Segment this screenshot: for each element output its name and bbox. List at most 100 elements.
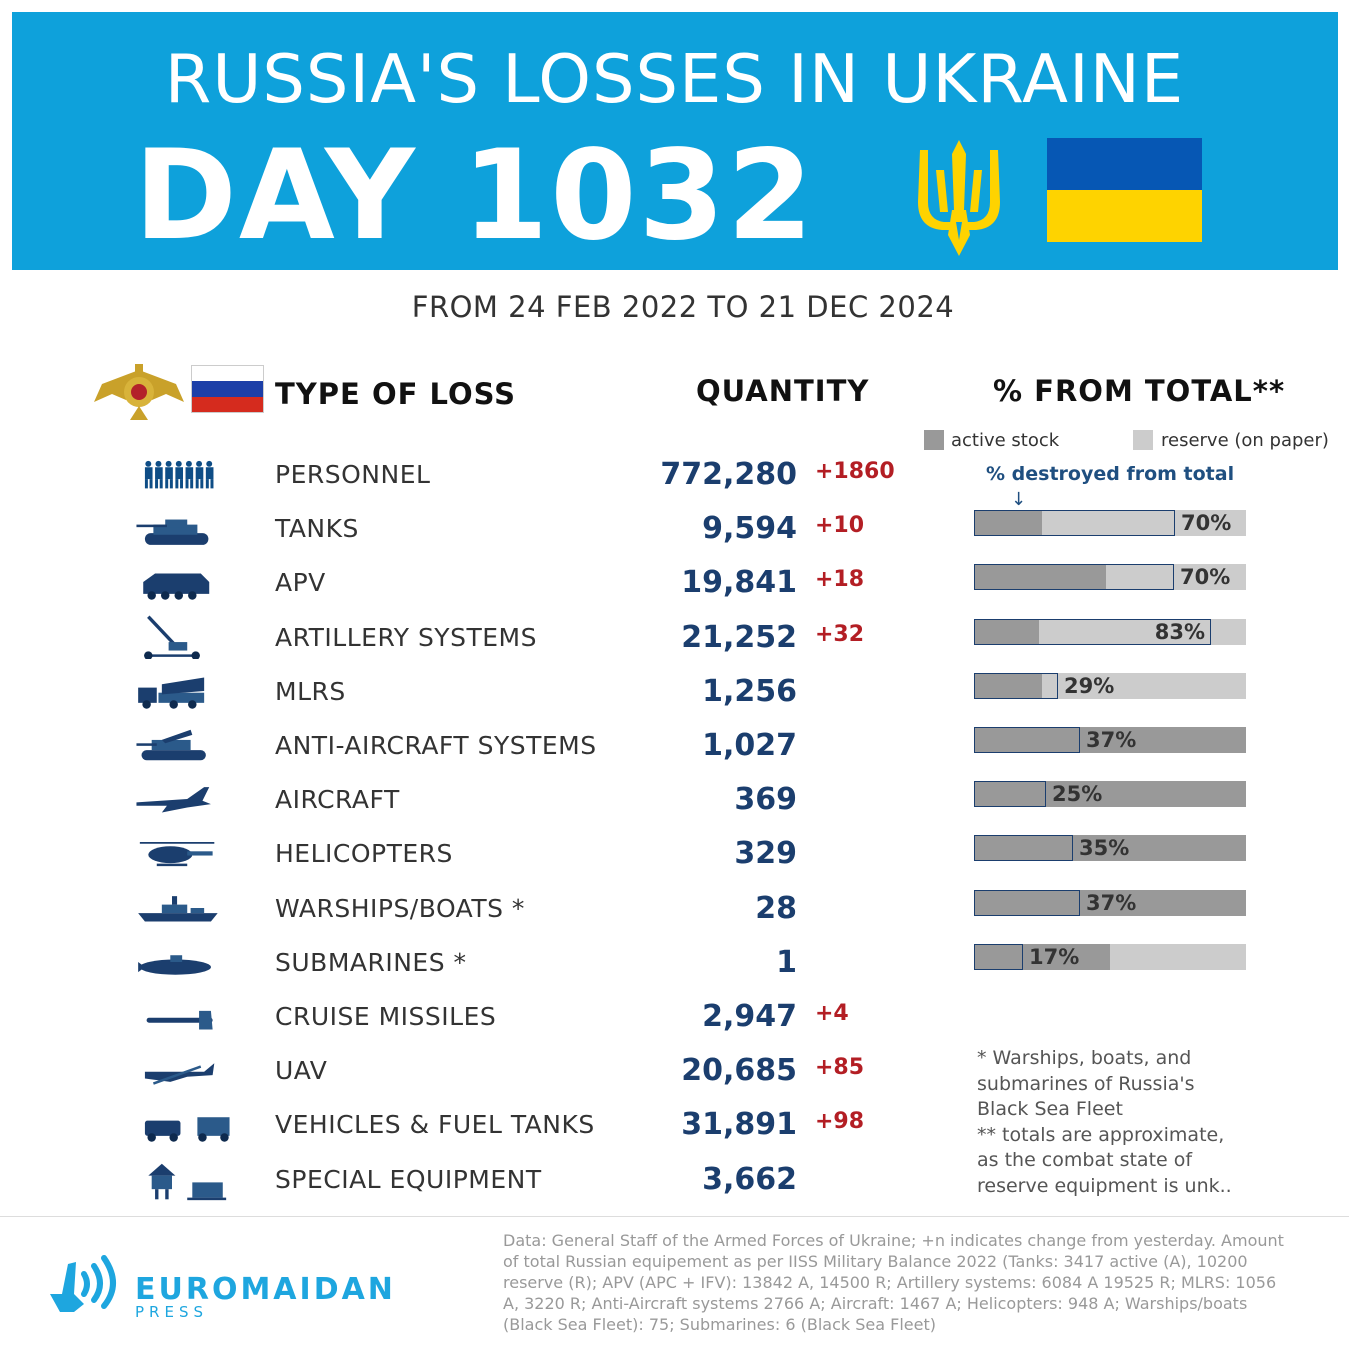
destroyed-share-marker — [974, 781, 1046, 808]
footnotes: * Warships, boats, and submarines of Rus… — [977, 1047, 1232, 1197]
submarine-icon — [138, 955, 211, 975]
percent-label: 83% — [1154, 619, 1205, 644]
warship-icon — [138, 895, 218, 922]
percent-bar: 70% — [974, 564, 1246, 591]
percent-bar: 29% — [974, 672, 1246, 699]
trident-icon — [918, 140, 1000, 256]
row-label: CRUISE MISSILES — [275, 1002, 497, 1031]
legend-reserve-label: reserve (on paper) — [1161, 430, 1329, 451]
row-quantity: 19,841 — [681, 565, 797, 601]
vehicles-icon — [144, 1117, 230, 1143]
logo-subtitle: PRESS — [135, 1303, 208, 1321]
row-daily-change: +10 — [815, 513, 865, 539]
percent-bar: 35% — [974, 835, 1246, 862]
soldiers-icon — [144, 460, 214, 489]
active-stock-bar — [974, 835, 1246, 862]
percent-label: 35% — [1079, 836, 1130, 861]
row-label: AIRCRAFT — [275, 785, 400, 815]
table-row: TANKS 9,594 +10 70% — [0, 506, 1349, 560]
active-stock-bar — [974, 889, 1246, 916]
logo-name: EUROMAIDAN — [135, 1272, 396, 1307]
row-quantity: 20,685 — [681, 1053, 797, 1089]
row-quantity: 329 — [734, 836, 797, 872]
table-row: ARTILLERY SYSTEMS 21,252 +32 83% — [0, 615, 1349, 669]
cruise-missile-icon — [146, 1010, 213, 1030]
table-row: CRUISE MISSILES 2,947 +4 — [0, 994, 1349, 1048]
uav-icon — [144, 1063, 215, 1085]
row-quantity: 772,280 — [660, 457, 797, 492]
destroyed-share-marker — [974, 727, 1080, 753]
row-label: ANTI-AIRCRAFT SYSTEMS — [275, 731, 597, 760]
destroyed-share-marker — [974, 835, 1073, 862]
row-quantity: 1 — [776, 944, 797, 980]
row-daily-change: +85 — [815, 1055, 865, 1081]
row-quantity: 28 — [755, 890, 797, 926]
date-range: FROM 24 FEB 2022 TO 21 DEC 2024 — [411, 290, 955, 324]
row-label: HELICOPTERS — [275, 839, 453, 869]
percent-bar: 83% — [974, 618, 1246, 645]
column-header-quantity: QUANTITY — [696, 374, 870, 408]
row-quantity: 21,252 — [681, 619, 797, 655]
destroyed-note: % destroyed from total — [986, 463, 1235, 485]
day-counter: DAY 1032 — [134, 124, 816, 268]
row-label: VEHICLES & FUEL TANKS — [275, 1110, 595, 1140]
divider — [0, 1216, 1349, 1217]
percent-label: 70% — [1180, 565, 1231, 590]
russian-mod-emblem-icon — [94, 364, 184, 420]
percent-label: 70% — [1181, 511, 1232, 536]
row-label: WARSHIPS/BOATS * — [275, 893, 525, 923]
row-label: ARTILLERY SYSTEMS — [275, 622, 537, 652]
row-daily-change: +98 — [815, 1109, 865, 1135]
table-row: UAV 20,685 +85 — [0, 1048, 1349, 1102]
table-row: MLRS 1,256 29% — [0, 669, 1349, 723]
row-label: SPECIAL EQUIPMENT — [275, 1164, 542, 1194]
row-daily-change: +18 — [815, 567, 865, 593]
row-quantity: 9,594 — [702, 511, 797, 547]
percent-label: 17% — [1029, 944, 1080, 969]
source-note: Data: General Staff of the Armed Forces … — [503, 1231, 1284, 1334]
column-header-type: TYPE OF LOSS — [275, 377, 517, 411]
euromaidan-logo-icon — [50, 1255, 116, 1312]
destroyed-share-marker — [974, 943, 1023, 970]
row-daily-change: +1860 — [815, 459, 895, 484]
destroyed-share-marker — [974, 672, 1058, 699]
special-equipment-icon — [148, 1163, 227, 1200]
row-quantity: 2,947 — [702, 999, 797, 1034]
destroyed-share-marker — [974, 510, 1175, 537]
active-stock-bar — [974, 510, 1042, 537]
row-label: UAV — [275, 1056, 328, 1086]
percent-label: 25% — [1052, 782, 1103, 807]
anti-aircraft-icon — [136, 729, 206, 761]
percent-label: 37% — [1086, 728, 1137, 752]
row-label: TANKS — [275, 514, 359, 544]
active-stock-bar — [974, 781, 1246, 808]
active-stock-bar — [974, 564, 1106, 591]
row-label: SUBMARINES * — [275, 947, 467, 977]
row-quantity: 369 — [734, 782, 797, 818]
legend-active-swatch — [924, 430, 944, 450]
table-row: VEHICLES & FUEL TANKS 31,891 +98 — [0, 1102, 1349, 1156]
active-stock-bar — [974, 943, 1110, 970]
percent-bar: 25% — [974, 781, 1246, 808]
russia-flag — [191, 365, 264, 413]
active-stock-bar — [974, 672, 1042, 699]
table-row: ANTI-AIRCRAFT SYSTEMS 1,027 37% — [0, 723, 1349, 777]
row-label: PERSONNEL — [275, 460, 431, 489]
destroyed-share-marker — [974, 564, 1174, 591]
row-label: APV — [275, 568, 326, 598]
table-row: AIRCRAFT 369 25% — [0, 777, 1349, 831]
destroyed-share-marker — [974, 618, 1211, 645]
apv-icon — [143, 573, 210, 601]
row-daily-change: +4 — [815, 1001, 849, 1026]
row-quantity: 1,256 — [702, 673, 797, 709]
percent-bar: 37% — [974, 727, 1246, 753]
ukraine-flag — [1047, 138, 1202, 242]
active-stock-bar — [974, 618, 1039, 645]
table-row: APV 19,841 +18 70% — [0, 560, 1349, 614]
table-row: PERSONNEL 772,280 +1860 — [0, 452, 1349, 506]
mlrs-icon — [138, 677, 205, 709]
percent-bar: 17% — [974, 943, 1246, 970]
legend-active-label: active stock — [951, 430, 1060, 451]
column-header-percent: % FROM TOTAL** — [993, 374, 1286, 408]
percent-label: 37% — [1086, 890, 1137, 915]
